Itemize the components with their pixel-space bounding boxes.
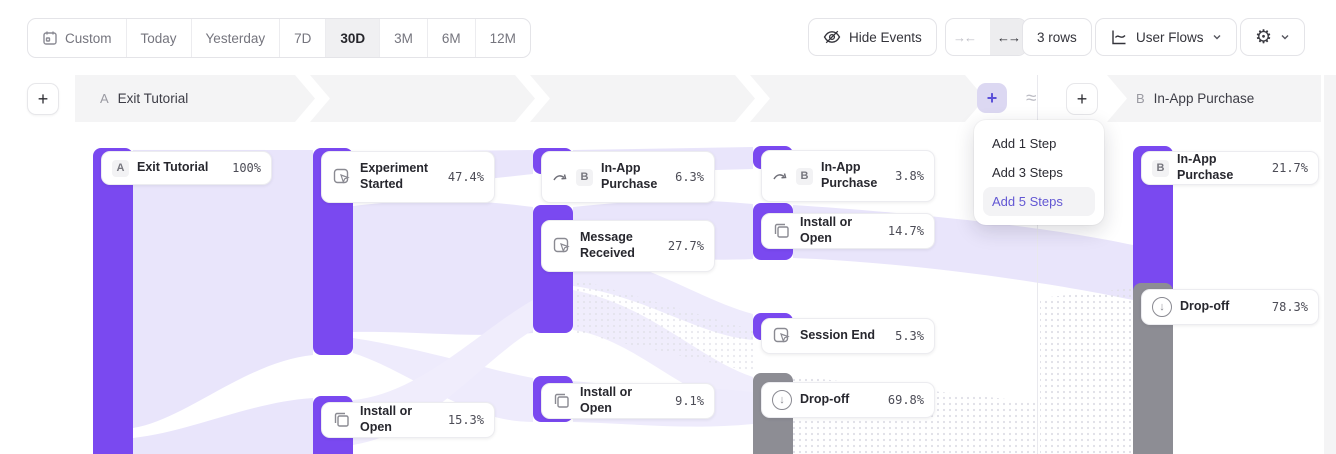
node-card-experiment-started[interactable]: Experiment Started 47.4% — [321, 151, 495, 203]
section-a-band-segment — [75, 75, 315, 122]
node-card-install-or-open-9[interactable]: Install or Open 9.1% — [541, 383, 715, 419]
event-badge-b: B — [576, 168, 593, 186]
section-a-title: Exit Tutorial — [117, 91, 189, 106]
any-order-arrow-icon — [773, 173, 787, 180]
date-range-custom[interactable]: Custom — [28, 19, 127, 57]
date-range-3m[interactable]: 3M — [380, 19, 428, 57]
date-range-selector: Custom Today Yesterday 7D 30D 3M 6M 12M — [27, 18, 531, 58]
rows-button[interactable]: 3 rows — [1022, 18, 1092, 56]
view-selector-button[interactable]: User Flows — [1095, 18, 1237, 56]
click-event-icon — [773, 327, 790, 343]
plus-icon: + — [1076, 88, 1088, 109]
width-toggle: →← ←→ — [945, 18, 1027, 56]
view-selector-label: User Flows — [1136, 29, 1204, 45]
click-event-icon — [553, 237, 570, 253]
node-card-install-or-open-15[interactable]: Install or Open 15.3% — [321, 402, 495, 438]
approx-connector-icon: ≈ — [1026, 88, 1037, 109]
date-range-7d[interactable]: 7D — [280, 19, 327, 57]
plus-icon: + — [986, 87, 998, 108]
flow-chart-icon — [1112, 30, 1126, 45]
settings-button[interactable]: ⚙ — [1240, 18, 1306, 56]
event-badge-a: A — [112, 159, 129, 177]
calendar-icon — [43, 31, 57, 45]
add-steps-button-active[interactable]: + — [977, 83, 1007, 113]
flow-bar-exit-tutorial[interactable] — [93, 148, 133, 454]
add-steps-button-section-b[interactable]: + — [1066, 83, 1098, 115]
node-card-message-received[interactable]: Message Received 27.7% — [541, 220, 715, 272]
date-range-today[interactable]: Today — [127, 19, 192, 57]
event-badge-b: B — [1152, 159, 1169, 177]
chevron-down-icon — [1281, 35, 1289, 40]
expand-columns-icon[interactable]: ←→ — [990, 19, 1026, 55]
copy-icon — [554, 393, 569, 408]
section-a-band-segment — [310, 75, 535, 122]
next-section-edge — [1324, 75, 1336, 454]
drop-off-icon: ↓ — [772, 390, 792, 410]
toolbar: Custom Today Yesterday 7D 30D 3M 6M 12M … — [0, 0, 1336, 66]
date-range-yesterday[interactable]: Yesterday — [192, 19, 281, 57]
collapse-columns-icon[interactable]: →← — [953, 29, 977, 45]
node-card-session-end[interactable]: Session End 5.3% — [761, 318, 935, 354]
section-a-badge: A — [100, 91, 109, 106]
event-badge-b: B — [796, 167, 813, 185]
section-b-band-segment — [1107, 75, 1321, 122]
section-b-badge: B — [1136, 91, 1145, 106]
date-range-6m[interactable]: 6M — [428, 19, 476, 57]
section-a-header[interactable]: A Exit Tutorial — [100, 75, 188, 122]
node-card-in-app-purchase-21[interactable]: B In-App Purchase 21.7% — [1141, 151, 1319, 185]
node-card-drop-off-78[interactable]: ↓ Drop-off 78.3% — [1141, 289, 1319, 325]
menu-item-add-3-steps[interactable]: Add 3 Steps — [992, 165, 1063, 180]
date-range-label: Custom — [65, 30, 112, 46]
section-b-title: In-App Purchase — [1153, 91, 1255, 106]
node-card-drop-off-69[interactable]: ↓ Drop-off 69.8% — [761, 382, 935, 418]
menu-item-add-1-step[interactable]: Add 1 Step — [992, 136, 1057, 151]
node-card-in-app-purchase-6[interactable]: B In-App Purchase 6.3% — [541, 151, 715, 203]
add-steps-menu: Add 1 Step Add 3 Steps Add 5 Steps — [974, 120, 1104, 225]
section-a-band-segment — [750, 75, 985, 122]
copy-icon — [334, 412, 349, 427]
chevron-down-icon — [1213, 35, 1221, 40]
plus-icon: + — [37, 88, 49, 109]
menu-item-add-5-steps[interactable]: Add 5 Steps — [983, 187, 1095, 216]
node-card-install-or-open-14[interactable]: Install or Open 14.7% — [761, 213, 935, 249]
date-range-30d[interactable]: 30D — [326, 19, 381, 57]
section-a-band-segment — [530, 75, 755, 122]
add-step-left-button[interactable]: + — [27, 83, 59, 115]
gear-icon: ⚙ — [1255, 26, 1273, 48]
click-event-icon — [333, 168, 350, 184]
copy-icon — [774, 223, 789, 238]
any-order-arrow-icon — [553, 174, 567, 181]
eye-off-icon — [823, 30, 841, 44]
section-b-header[interactable]: B In-App Purchase — [1136, 75, 1254, 122]
hide-events-button[interactable]: Hide Events — [808, 18, 937, 56]
node-card-in-app-purchase-3[interactable]: B In-App Purchase 3.8% — [761, 150, 935, 202]
date-range-12m[interactable]: 12M — [489, 30, 516, 46]
node-card-exit-tutorial[interactable]: A Exit Tutorial 100% — [101, 151, 272, 185]
rows-label: 3 rows — [1037, 29, 1077, 45]
drop-off-icon: ↓ — [1152, 297, 1172, 317]
hide-events-label: Hide Events — [849, 29, 922, 45]
